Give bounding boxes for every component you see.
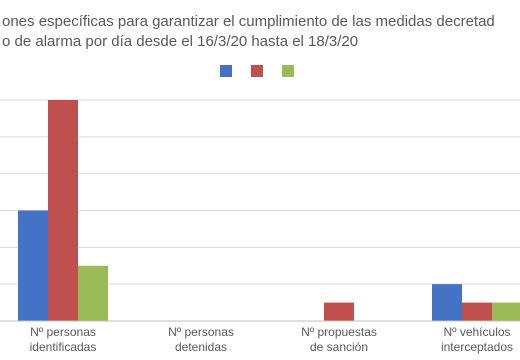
- bar: [48, 100, 78, 321]
- bar: [18, 210, 48, 321]
- legend-swatch: [220, 65, 232, 77]
- bar: [324, 302, 354, 321]
- x-tick-label: Nº personas: [168, 325, 234, 339]
- x-tick-label: Nº personas: [30, 325, 96, 339]
- legend-swatch: [251, 65, 263, 77]
- x-tick-label: Nº vehículos: [443, 325, 510, 339]
- x-tick-label: interceptados: [441, 340, 513, 354]
- x-tick-label: identificadas: [30, 340, 97, 354]
- x-tick-label: de sanción: [310, 340, 368, 354]
- legend-swatch: [282, 65, 294, 77]
- bar: [78, 265, 108, 321]
- bar: [432, 284, 462, 321]
- chart-title: ones específicas para garantizar el cump…: [2, 13, 495, 30]
- x-tick-label: Nº propuestas: [301, 325, 377, 339]
- chart-title: o de alarma por día desde el 16/3/20 has…: [2, 33, 358, 50]
- bar: [492, 302, 520, 321]
- bar: [462, 302, 492, 321]
- x-tick-label: detenidas: [175, 340, 227, 354]
